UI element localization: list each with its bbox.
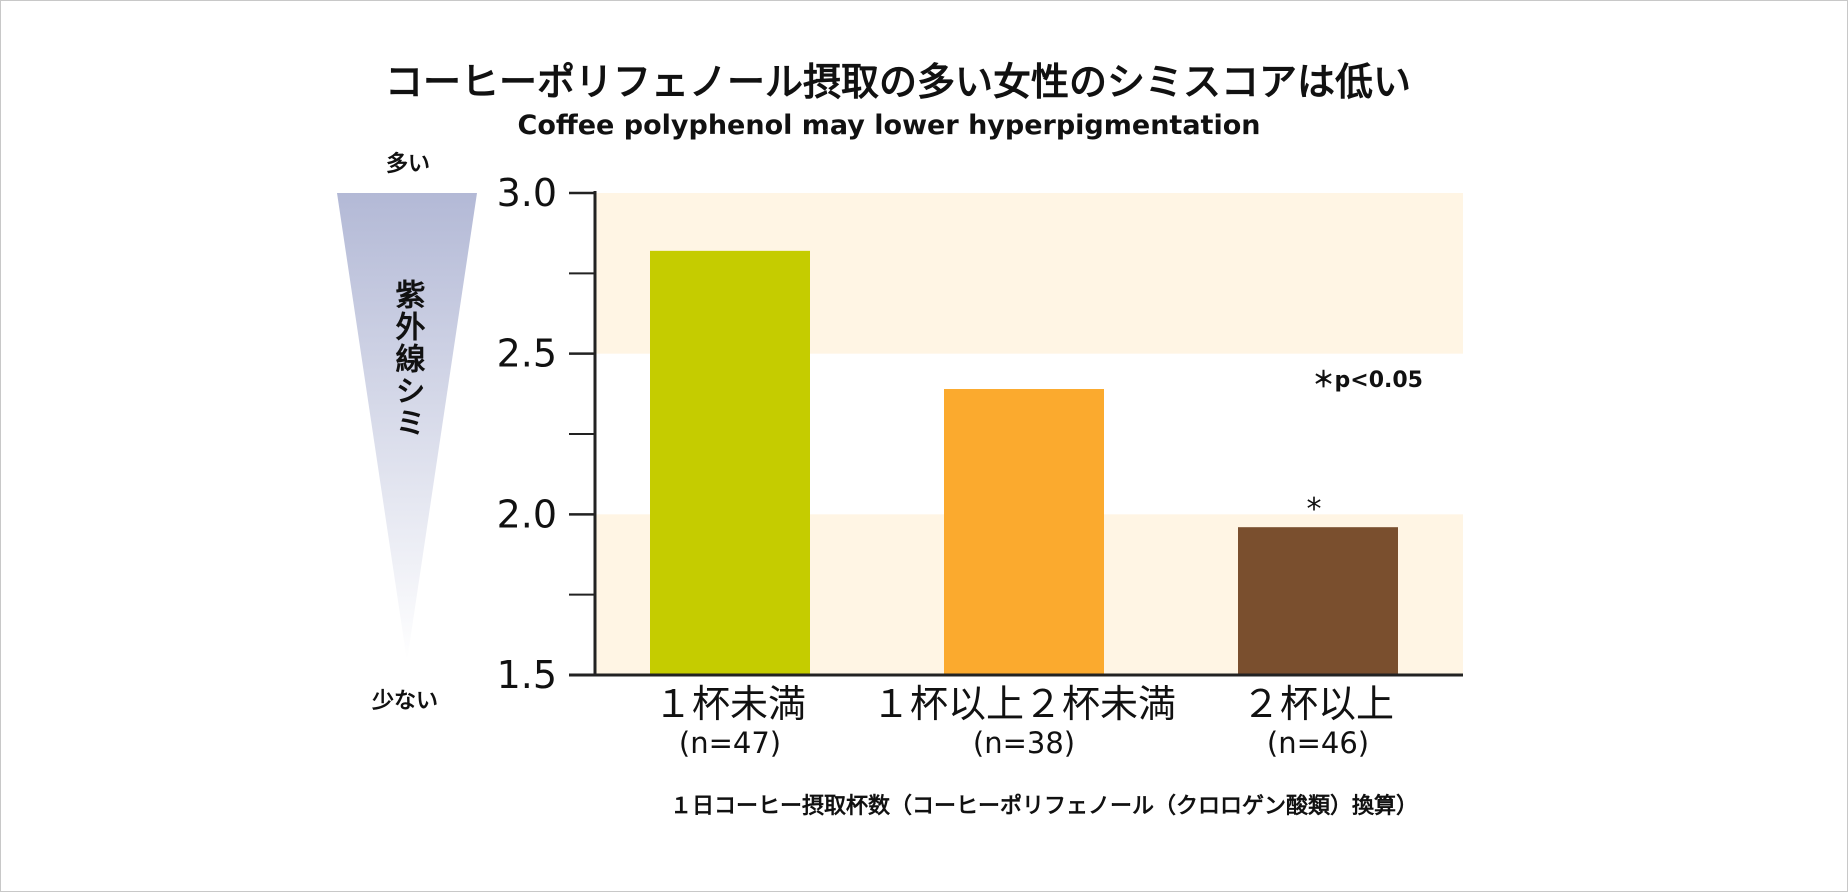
n-label-0: (n=47) [679,726,781,760]
bar-0 [650,250,810,675]
x-axis-label: １日コーヒー摂取杯数（コーヒーポリフェノール（クロロゲン酸類）換算） [670,793,1418,819]
y-top-label: 多い [386,151,430,177]
significance-marker-2: * [1307,492,1322,527]
chart-subtitle: Coffee polyphenol may lower hyperpigment… [518,110,1261,141]
y-tick-label-1: 2.0 [497,492,557,536]
y-tick-label-2: 2.5 [497,332,557,376]
axes: 1.5 2.0 2.5 3.0 [497,171,1463,697]
n-label-2: (n=46) [1267,726,1369,760]
y-tick-label-3: 3.0 [497,171,557,215]
y-tick-label-0: 1.5 [497,653,557,697]
significance-note: ＊p<0.05 [1313,368,1423,393]
n-label-1: (n=38) [973,726,1075,760]
category-label-1: １杯以上２杯未満 [872,682,1176,726]
uv-spot-scale-triangle [337,193,477,661]
category-label-2: ２杯以上 [1242,682,1394,726]
bar-1 [944,389,1104,675]
y-bottom-label: 少ない [371,689,438,714]
bars [650,250,1398,675]
bar-2 [1238,527,1398,675]
y-axis-label: 紫外線シミ [390,279,426,439]
category-label-0: １杯未満 [654,682,806,726]
labels: １杯未満(n=47) １杯以上２杯未満(n=38) ２杯以上(n=46) * [654,492,1394,760]
chart-title: コーヒーポリフェノール摂取の多い女性のシミスコアは低い [385,60,1411,104]
